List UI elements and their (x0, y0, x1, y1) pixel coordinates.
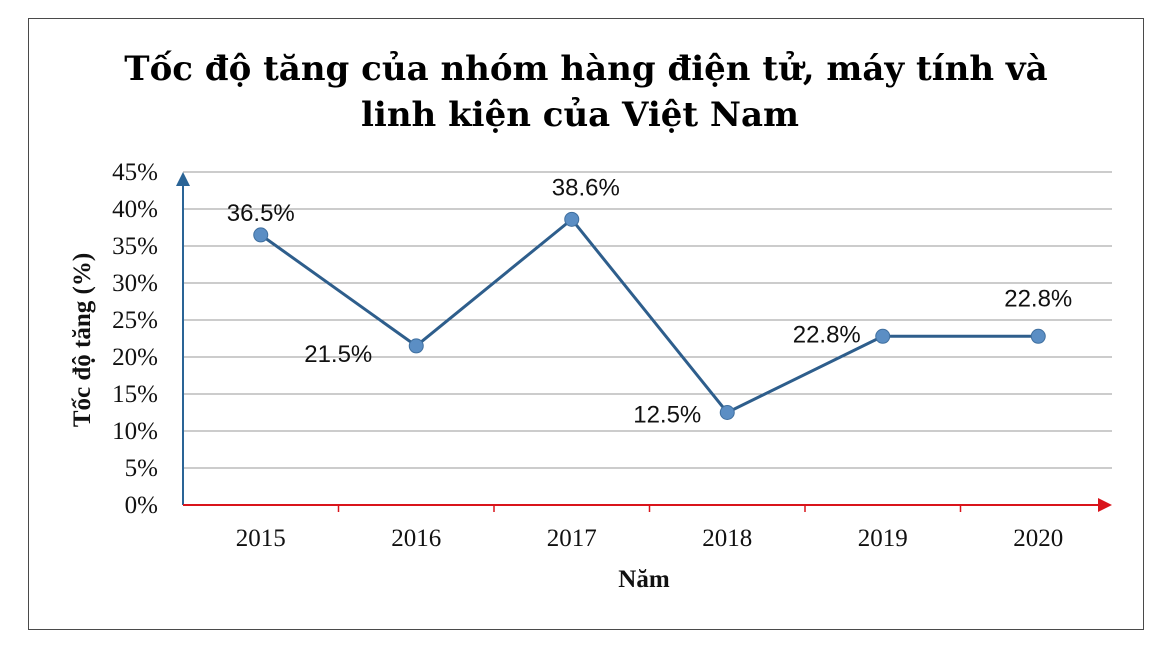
y-tick-label: 0% (125, 492, 158, 519)
x-tick-label: 2018 (702, 525, 752, 552)
chart-frame (28, 18, 1144, 630)
x-tick-label: 2015 (236, 525, 286, 552)
x-tick-labels: 2015 2016 2017 2018 2019 2020 (236, 525, 1064, 552)
y-tick-label: 15% (112, 381, 158, 408)
data-labels: 36.5% 21.5% 38.6% 12.5% 22.8% 22.8% (227, 174, 1073, 428)
data-label: 22.8% (793, 321, 861, 348)
x-tick-label: 2017 (547, 525, 597, 552)
x-axis-arrow (1098, 498, 1112, 512)
x-axis-label: Năm (618, 566, 670, 593)
y-tick-label: 40% (112, 196, 158, 223)
data-point (253, 227, 269, 243)
chart-title-line-1: Tốc độ tăng của nhóm hàng điện tử, máy t… (124, 49, 1047, 89)
y-tick-labels: 0% 5% 10% 15% 20% 25% 30% 35% 40% 45% (112, 159, 158, 519)
y-tick-label: 45% (112, 159, 158, 186)
y-tick-label: 25% (112, 307, 158, 334)
data-label: 22.8% (1004, 285, 1072, 312)
y-tick-label: 35% (112, 233, 158, 260)
data-point (408, 338, 424, 354)
x-tick-label: 2016 (391, 525, 441, 552)
data-point (564, 211, 580, 227)
data-label: 21.5% (304, 341, 372, 368)
data-point (875, 328, 891, 344)
y-axis-arrow (176, 172, 190, 186)
y-axis-label: Tốc độ tăng (%) (69, 253, 96, 427)
series-line (253, 211, 1046, 420)
y-tick-label: 30% (112, 270, 158, 297)
series-line-path (259, 217, 1039, 414)
data-label: 12.5% (633, 402, 701, 429)
y-tick-label: 5% (125, 455, 158, 482)
y-tick-label: 20% (112, 344, 158, 371)
x-tick-label: 2019 (858, 525, 908, 552)
data-point (719, 405, 735, 420)
data-label: 38.6% (552, 174, 620, 201)
data-point (1030, 328, 1046, 344)
gridlines (183, 171, 1112, 469)
axes (176, 172, 1112, 512)
chart-title-line-2: linh kiện của Việt Nam (361, 95, 799, 135)
x-tick-label: 2020 (1013, 525, 1063, 552)
data-label: 36.5% (227, 200, 295, 227)
y-tick-label: 10% (112, 418, 158, 445)
